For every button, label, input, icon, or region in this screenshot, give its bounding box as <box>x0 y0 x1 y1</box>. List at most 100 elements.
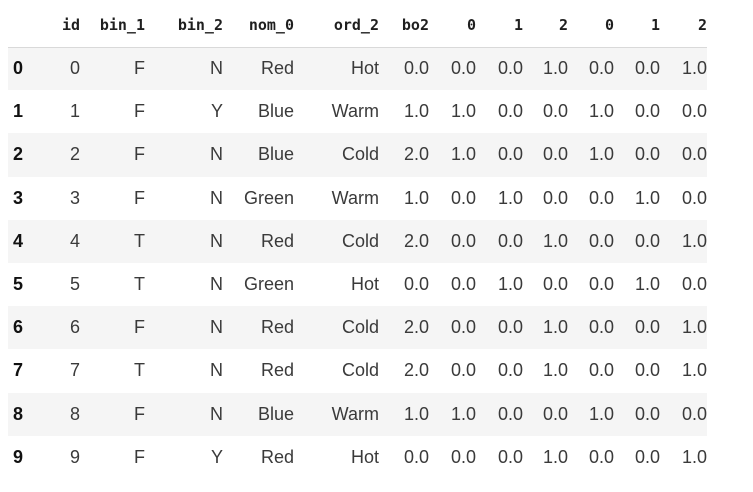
table-cell: 0.0 <box>450 317 476 338</box>
table-row: 5 5 T N Green Hot 0.0 0.0 1.0 0.0 0.0 1.0 0.0 <box>8 262 707 307</box>
table-row: 4 4 T N Red Cold 2.0 0.0 0.0 1.0 0.0 0.0 1.0 <box>8 219 707 263</box>
row-index: 1 <box>13 101 24 122</box>
table-cell: 5 <box>69 274 80 295</box>
table-cell: 0.0 <box>542 274 568 295</box>
table-cell: 0.0 <box>588 274 614 295</box>
table-cell: 4 <box>69 230 80 251</box>
column-header: 0 <box>568 3 614 48</box>
table-cell: Warm <box>331 403 379 424</box>
table-cell: F <box>134 144 145 165</box>
table-cell: 1.0 <box>542 446 568 467</box>
row-index: 6 <box>13 317 24 338</box>
table-cell: N <box>210 58 223 79</box>
column-header: 1 <box>476 3 523 48</box>
table-cell: 2.0 <box>403 144 429 165</box>
table-cell: 0.0 <box>497 446 523 467</box>
row-index: 9 <box>13 446 24 467</box>
table-cell: Blue <box>257 403 294 424</box>
table-cell: 2.0 <box>403 360 429 381</box>
table-cell: 0.0 <box>588 230 614 251</box>
table-cell: 0.0 <box>681 187 707 208</box>
table-cell: Cold <box>341 230 379 251</box>
table-cell: Cold <box>341 144 379 165</box>
table-cell: 1.0 <box>450 101 476 122</box>
table-cell: 0.0 <box>450 230 476 251</box>
table-cell: 0.0 <box>681 274 707 295</box>
table-cell: T <box>134 274 145 295</box>
table-cell: 0.0 <box>681 101 707 122</box>
table-cell: 2 <box>69 144 80 165</box>
table-cell: 1.0 <box>588 403 614 424</box>
column-header: bo2 <box>379 3 429 48</box>
table-cell: 3 <box>69 187 80 208</box>
table-cell: N <box>210 230 223 251</box>
table-cell: 0.0 <box>497 317 523 338</box>
table-cell: 9 <box>69 446 80 467</box>
table-cell: 0.0 <box>588 360 614 381</box>
table-cell: 1.0 <box>403 101 429 122</box>
table-cell: 2.0 <box>403 230 429 251</box>
table-cell: 1.0 <box>681 230 707 251</box>
table-cell: N <box>210 360 223 381</box>
table-cell: Hot <box>350 274 379 295</box>
row-index: 5 <box>13 274 24 295</box>
table-cell: 0.0 <box>588 446 614 467</box>
table-cell: 1.0 <box>497 274 523 295</box>
table-row: 0 0 F N Red Hot 0.0 0.0 0.0 1.0 0.0 0.0 1.0 <box>8 47 707 91</box>
index-header <box>8 3 38 48</box>
table-cell: T <box>134 360 145 381</box>
column-header: 1 <box>614 3 660 48</box>
table-cell: F <box>134 101 145 122</box>
table-cell: 1.0 <box>542 58 568 79</box>
table-cell: Hot <box>350 58 379 79</box>
column-header: 2 <box>660 3 707 48</box>
table-cell: 1.0 <box>681 317 707 338</box>
table-cell: 1.0 <box>542 230 568 251</box>
table-cell: 0.0 <box>634 360 660 381</box>
table-cell: Red <box>260 230 294 251</box>
table-cell: 0.0 <box>681 403 707 424</box>
table-cell: 0.0 <box>681 144 707 165</box>
column-header: id <box>38 3 80 48</box>
table-cell: Cold <box>341 360 379 381</box>
table-cell: 0.0 <box>497 403 523 424</box>
table-cell: Hot <box>350 446 379 467</box>
table-cell: 0.0 <box>542 187 568 208</box>
table-cell: 0.0 <box>450 187 476 208</box>
table-row: 8 8 F N Blue Warm 1.0 1.0 0.0 0.0 1.0 0.0 0.0 <box>8 392 707 436</box>
table-cell: 0.0 <box>542 403 568 424</box>
table-row: 2 2 F N Blue Cold 2.0 1.0 0.0 0.0 1.0 0.0 0.0 <box>8 133 707 177</box>
table-cell: 0.0 <box>450 58 476 79</box>
table-cell: F <box>134 446 145 467</box>
header-row: id bin_1 bin_2 nom_0 ord_2 bo2 0 1 2 0 1 2 <box>8 3 707 48</box>
table-cell: 0.0 <box>497 360 523 381</box>
table-cell: 1.0 <box>450 403 476 424</box>
table-cell: 0.0 <box>497 144 523 165</box>
table-cell: 0.0 <box>634 403 660 424</box>
table-cell: N <box>210 403 223 424</box>
table-cell: N <box>210 187 223 208</box>
table-cell: Red <box>260 446 294 467</box>
table-cell: 0 <box>69 58 80 79</box>
table-cell: 0.0 <box>403 58 429 79</box>
column-header: bin_2 <box>145 3 223 48</box>
table-cell: Red <box>260 58 294 79</box>
table-cell: T <box>134 230 145 251</box>
table-cell: 0.0 <box>634 446 660 467</box>
table-cell: 0.0 <box>588 58 614 79</box>
table-cell: 0.0 <box>403 446 429 467</box>
column-header: 2 <box>523 3 568 48</box>
table-cell: 1.0 <box>450 144 476 165</box>
table-cell: 0.0 <box>634 58 660 79</box>
table-cell: 1.0 <box>588 144 614 165</box>
table-cell: 0.0 <box>450 446 476 467</box>
table-cell: 8 <box>69 403 80 424</box>
table-cell: 6 <box>69 317 80 338</box>
table-cell: Warm <box>331 101 379 122</box>
table-cell: 1 <box>69 101 80 122</box>
table-cell: Green <box>243 187 294 208</box>
table-cell: F <box>134 58 145 79</box>
table-cell: Red <box>260 317 294 338</box>
row-index: 7 <box>13 360 24 381</box>
table-row: 9 9 F Y Red Hot 0.0 0.0 0.0 1.0 0.0 0.0 1.0 <box>8 435 707 479</box>
